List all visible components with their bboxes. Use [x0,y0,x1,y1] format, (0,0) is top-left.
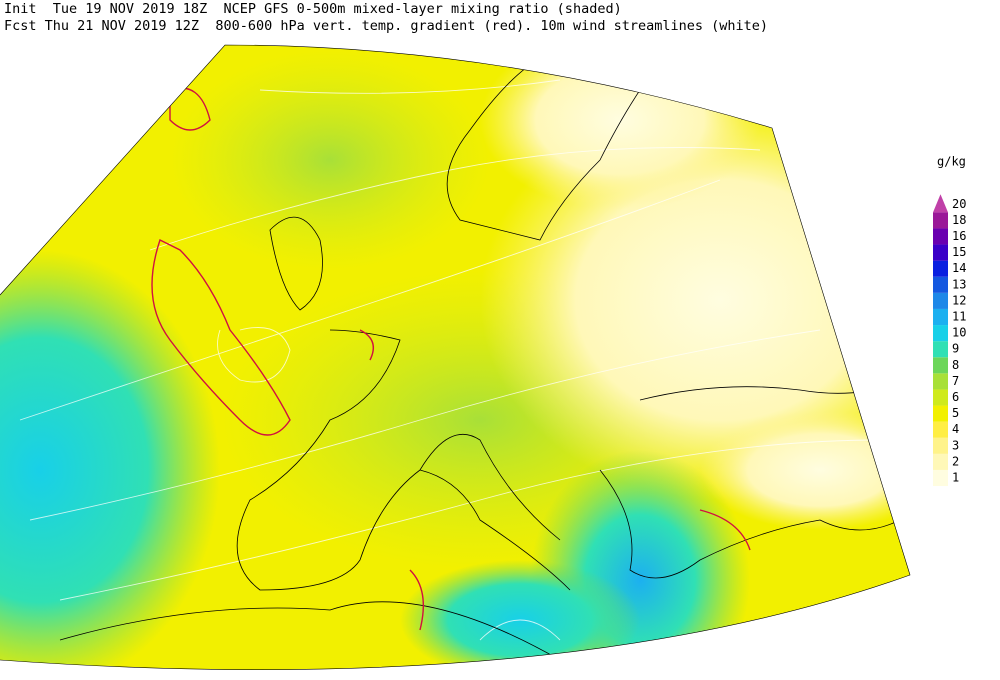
header-line: Fcst Thu 21 NOV 2019 12Z 800-600 hPa ver… [4,18,768,34]
colorbar-box [933,373,948,390]
colorbar-label: 9 [952,342,959,356]
coastlines [59,49,901,661]
colorbar-label: 16 [952,229,966,243]
colorbar-box [933,260,948,277]
colorbar-box [933,244,948,261]
colorbar-arrow [933,194,948,213]
colorbar-box [933,469,948,487]
colorbar-label: 2 [952,454,959,468]
colorbar-box [933,453,948,470]
colorbar-label: 18 [952,213,966,227]
colorbar-label: 3 [952,438,959,452]
colorbar-box [933,437,948,454]
colorbar-unit: g/kg [937,155,966,169]
streamlines [19,79,881,641]
colorbar-box [933,421,948,438]
colorbar-label: 5 [952,406,959,420]
domain-border [0,44,911,670]
colorbar-box [933,228,948,245]
colorbar-box [933,341,948,358]
colorbar-label: 7 [952,374,959,388]
colorbar-box [933,308,948,326]
colorbar-label: 15 [952,245,966,259]
colorbar-label: 14 [952,261,966,275]
colorbar-label: 1 [952,471,959,485]
colorbar-label: 13 [952,277,966,291]
colorbar-label: 10 [952,326,966,340]
colorbar-label: 8 [952,358,959,372]
colorbar-box [933,389,948,406]
colorbar-label: 4 [952,422,959,436]
colorbar-box [933,325,948,342]
colorbar-box [933,212,948,229]
colorbar-label: 12 [952,293,966,307]
colorbar-label: 11 [952,310,966,324]
colorbar-box [933,276,948,293]
header-line: Init Tue 19 NOV 2019 18Z NCEP GFS 0-500m… [4,1,622,17]
colorbar-box [933,357,948,374]
colorbar-label: 20 [952,197,966,211]
colorbar-label: 6 [952,390,959,404]
colorbar-box [933,292,948,309]
colorbar-box [933,405,948,422]
